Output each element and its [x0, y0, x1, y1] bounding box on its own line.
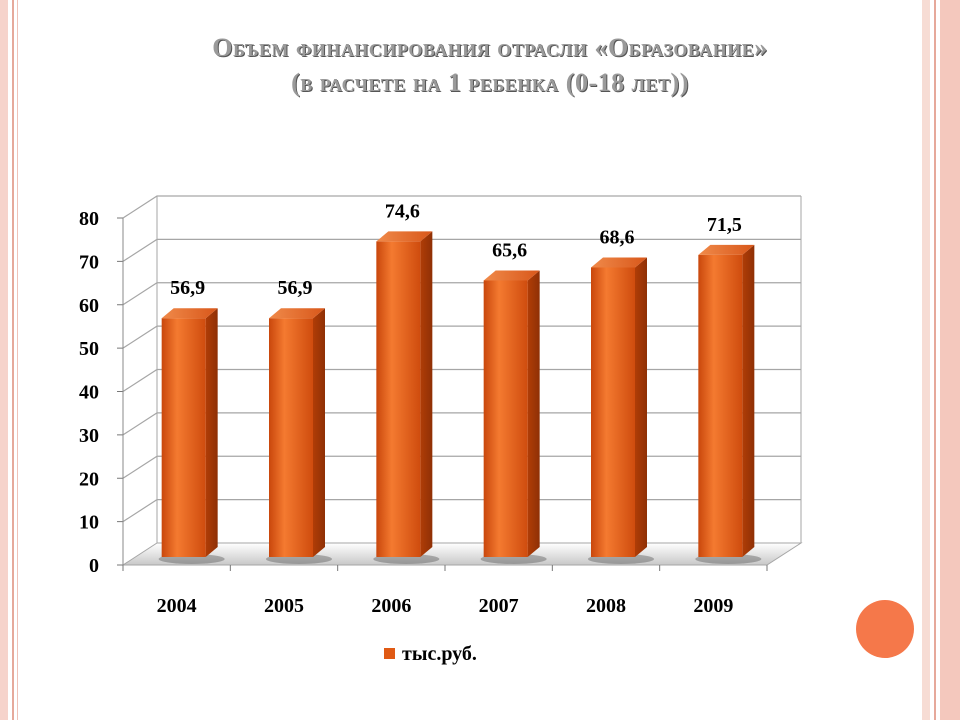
bar-side: [205, 308, 218, 557]
y-tick-label: 40: [79, 382, 99, 404]
bar-top: [591, 257, 647, 268]
bar-front: [591, 267, 635, 557]
bar-top: [698, 244, 755, 255]
data-label: 65,6: [492, 239, 527, 261]
y-tick-label: 60: [79, 295, 99, 317]
frame-right-outer-band: [940, 0, 960, 720]
frame-right-band: [922, 0, 930, 720]
frame-left-line: [12, 0, 14, 720]
gridline: [122, 195, 801, 219]
bar: [588, 257, 654, 564]
x-tick-label: 2004: [157, 595, 197, 617]
bars-layer: [158, 231, 762, 564]
bar-front: [376, 241, 421, 558]
legend: тыс.руб.: [384, 643, 477, 665]
x-tick-label: 2006: [371, 595, 411, 617]
x-tick-label: 2009: [693, 595, 733, 617]
data-label: 56,9: [278, 277, 313, 299]
bar: [480, 270, 547, 564]
data-label: 56,9: [170, 277, 205, 299]
data-label: 68,6: [600, 226, 635, 248]
x-tick-label: 2008: [586, 595, 626, 617]
labels-layer: 56,9 2004 56,9 2005 74,6 2006 65,6 2007 68,6 2008…: [157, 200, 742, 617]
bar-side: [313, 308, 325, 557]
bar-top: [161, 308, 218, 319]
y-tick-label: 30: [79, 425, 99, 447]
bar-front: [483, 280, 528, 557]
bar: [695, 244, 762, 564]
bar: [158, 308, 225, 564]
data-label: 71,5: [707, 214, 742, 236]
x-tick-label: 2007: [479, 595, 519, 617]
y-tick-label: 80: [79, 208, 99, 230]
data-label: 74,6: [385, 200, 420, 222]
frame-right-line: [934, 0, 936, 720]
frame-left-band: [0, 0, 8, 720]
bar-front: [698, 254, 743, 557]
bar: [373, 231, 440, 564]
y-tick-label: 0: [89, 555, 99, 577]
bar-side: [635, 257, 647, 557]
bar-front: [269, 318, 313, 557]
y-tick-label: 10: [79, 512, 99, 534]
chart-title-line-2: (в расчете на 1 ребенка (0-18 лет)): [291, 68, 689, 97]
chart-title: Объем финансирования отрасли «Образовани…: [60, 30, 920, 100]
bar-top: [269, 308, 325, 319]
bar: [266, 308, 332, 564]
y-tick-label: 50: [79, 338, 99, 360]
legend-swatch: [384, 648, 395, 659]
bar-top: [483, 270, 540, 281]
chart-title-line-1: Объем финансирования отрасли «Образовани…: [212, 33, 768, 62]
bar-side: [527, 270, 540, 557]
x-tick-label: 2005: [264, 595, 304, 617]
legend-label: тыс.руб.: [402, 643, 477, 665]
bar-side: [742, 244, 755, 557]
bar-top: [376, 231, 433, 242]
bar-side: [420, 231, 433, 558]
y-tick-label: 20: [79, 468, 99, 490]
bar-front: [161, 318, 206, 557]
y-tick-label: 70: [79, 251, 99, 273]
decorative-circle: [856, 600, 914, 658]
frame-left-line-thin: [17, 0, 18, 720]
